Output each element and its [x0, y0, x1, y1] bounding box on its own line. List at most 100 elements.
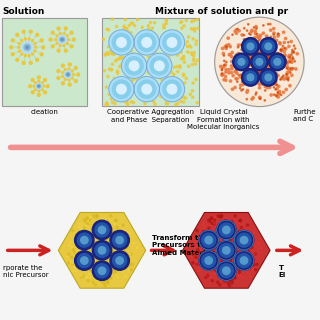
Text: Mixture of solution and pr: Mixture of solution and pr	[156, 7, 289, 16]
Circle shape	[105, 259, 107, 261]
Circle shape	[244, 71, 257, 84]
Circle shape	[254, 51, 256, 53]
Circle shape	[191, 90, 194, 92]
Circle shape	[256, 55, 258, 57]
Circle shape	[143, 64, 145, 66]
Circle shape	[81, 242, 83, 244]
Circle shape	[101, 248, 104, 251]
Circle shape	[275, 67, 278, 69]
Circle shape	[221, 270, 223, 272]
Circle shape	[224, 240, 225, 242]
Circle shape	[206, 233, 207, 235]
Circle shape	[258, 36, 260, 39]
Circle shape	[253, 51, 256, 53]
Circle shape	[284, 48, 287, 50]
Circle shape	[112, 260, 113, 262]
Circle shape	[278, 85, 280, 87]
Circle shape	[237, 255, 239, 257]
Circle shape	[268, 42, 270, 45]
Circle shape	[209, 242, 211, 243]
Circle shape	[230, 238, 232, 240]
Circle shape	[87, 257, 89, 259]
Circle shape	[266, 78, 267, 80]
Circle shape	[167, 38, 177, 47]
Circle shape	[244, 268, 246, 269]
Circle shape	[109, 76, 134, 102]
Circle shape	[246, 243, 249, 245]
Circle shape	[241, 81, 243, 83]
Circle shape	[253, 60, 255, 62]
Circle shape	[246, 224, 249, 226]
Circle shape	[253, 264, 255, 266]
Circle shape	[99, 249, 101, 252]
Circle shape	[102, 250, 103, 251]
Circle shape	[99, 270, 100, 272]
Circle shape	[116, 36, 118, 38]
Circle shape	[156, 84, 158, 87]
Circle shape	[122, 243, 124, 245]
Circle shape	[225, 258, 226, 259]
Circle shape	[258, 61, 260, 62]
Circle shape	[97, 280, 98, 281]
Circle shape	[238, 75, 239, 76]
Circle shape	[121, 236, 123, 239]
Circle shape	[165, 102, 167, 105]
Circle shape	[138, 60, 140, 62]
Circle shape	[98, 237, 100, 240]
Text: T
El: T El	[279, 265, 286, 278]
Circle shape	[180, 97, 183, 99]
Circle shape	[152, 43, 154, 45]
Circle shape	[100, 258, 102, 259]
Circle shape	[252, 60, 253, 61]
Circle shape	[107, 252, 109, 254]
Circle shape	[123, 25, 125, 27]
Circle shape	[137, 19, 139, 21]
Circle shape	[260, 70, 263, 73]
Circle shape	[263, 75, 265, 77]
Circle shape	[164, 33, 167, 35]
Circle shape	[256, 263, 258, 266]
Circle shape	[116, 274, 117, 276]
Circle shape	[36, 58, 39, 61]
Circle shape	[116, 90, 118, 92]
Circle shape	[235, 54, 237, 56]
Circle shape	[159, 76, 185, 102]
Circle shape	[275, 83, 277, 85]
Circle shape	[101, 251, 102, 252]
Circle shape	[259, 78, 261, 81]
Circle shape	[262, 40, 264, 42]
Circle shape	[259, 61, 260, 62]
Circle shape	[242, 38, 259, 55]
Circle shape	[177, 102, 179, 105]
Circle shape	[223, 283, 225, 284]
Circle shape	[234, 251, 254, 270]
Circle shape	[104, 248, 105, 250]
Circle shape	[38, 81, 40, 83]
Circle shape	[220, 243, 233, 257]
Circle shape	[226, 248, 228, 251]
Circle shape	[206, 248, 208, 249]
Circle shape	[207, 263, 209, 266]
Circle shape	[226, 249, 227, 251]
Circle shape	[237, 28, 238, 30]
Circle shape	[226, 233, 227, 235]
Circle shape	[133, 67, 135, 69]
Text: Transform the
Precursors to the
Aimed Materials: Transform the Precursors to the Aimed Ma…	[152, 235, 221, 256]
Circle shape	[110, 251, 129, 270]
Circle shape	[115, 220, 117, 222]
Circle shape	[258, 60, 259, 61]
Circle shape	[243, 35, 245, 36]
Circle shape	[228, 53, 230, 56]
Circle shape	[242, 259, 243, 260]
Circle shape	[101, 247, 103, 249]
Circle shape	[167, 102, 169, 105]
Circle shape	[229, 257, 230, 258]
Circle shape	[238, 239, 239, 240]
Circle shape	[19, 50, 20, 52]
Circle shape	[259, 62, 260, 63]
Circle shape	[163, 90, 165, 92]
Circle shape	[227, 249, 228, 251]
Circle shape	[56, 35, 58, 37]
Circle shape	[205, 275, 207, 276]
Circle shape	[100, 250, 102, 251]
